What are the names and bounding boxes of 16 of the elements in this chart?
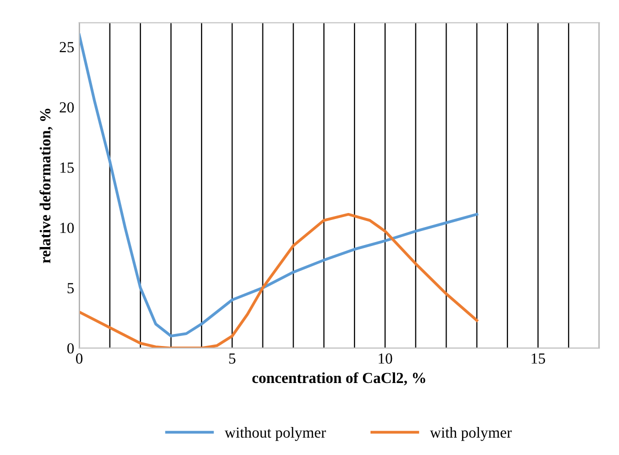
legend-label: without polymer	[224, 426, 326, 441]
y-tick-label: 5	[68, 283, 74, 294]
x-axis-title: concentration of CaCl2, %	[252, 372, 426, 386]
x-tick-label: 10	[378, 353, 392, 364]
y-tick-label: 10	[60, 222, 74, 234]
x-tick-label: 5	[229, 354, 236, 364]
y-axis-title: relative deformation, %	[40, 108, 53, 264]
y-tick-label: 25	[60, 42, 74, 52]
y-tick-label: 0	[67, 343, 74, 354]
x-tick-label: 15	[532, 353, 546, 364]
y-tick-label: 20	[60, 102, 74, 113]
legend-label: with polymer	[430, 426, 512, 441]
y-tick-label: 15	[60, 162, 74, 173]
x-tick-label: 0	[76, 353, 82, 364]
line-series	[79, 33, 478, 338]
line-series	[79, 212, 478, 348]
